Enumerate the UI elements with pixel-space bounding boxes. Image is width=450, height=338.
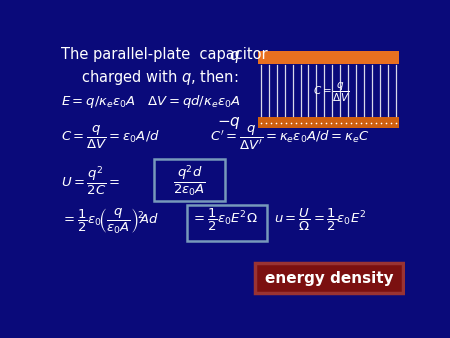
Text: $C' = \dfrac{q}{\Delta V'} = \kappa_e\varepsilon_0 A/d = \kappa_e C$: $C' = \dfrac{q}{\Delta V'} = \kappa_e\va… bbox=[210, 124, 369, 152]
Text: $C = \dfrac{q}{\Delta V} = \varepsilon_0 A/d$: $C = \dfrac{q}{\Delta V} = \varepsilon_0… bbox=[62, 124, 161, 151]
Text: $E = q/\kappa_e\varepsilon_0 A\quad \Delta V = qd/\kappa_e\varepsilon_0 A$: $E = q/\kappa_e\varepsilon_0 A\quad \Del… bbox=[62, 93, 241, 110]
Bar bbox=[258, 117, 399, 128]
Text: $C = \dfrac{q}{\Delta V}$: $C = \dfrac{q}{\Delta V}$ bbox=[313, 81, 350, 104]
Text: $u = \dfrac{U}{\Omega} = \dfrac{1}{2}\varepsilon_0 E^2$: $u = \dfrac{U}{\Omega} = \dfrac{1}{2}\va… bbox=[274, 207, 367, 233]
Text: $-q$: $-q$ bbox=[216, 115, 240, 130]
FancyBboxPatch shape bbox=[255, 263, 403, 293]
Bar bbox=[258, 64, 399, 117]
Text: $= \dfrac{1}{2}\varepsilon_0\!\left(\dfrac{q}{\varepsilon_0 A}\right)^{\!2}\!\!A: $= \dfrac{1}{2}\varepsilon_0\!\left(\dfr… bbox=[62, 207, 159, 236]
Text: energy density: energy density bbox=[265, 271, 394, 286]
Text: $\dfrac{q^2 d}{2\varepsilon_0 A}$: $\dfrac{q^2 d}{2\varepsilon_0 A}$ bbox=[173, 163, 206, 198]
Text: $U = \dfrac{q^2}{2C} = $: $U = \dfrac{q^2}{2C} = $ bbox=[62, 164, 121, 197]
Text: charged with $\mathit{q}$, then:: charged with $\mathit{q}$, then: bbox=[81, 68, 238, 87]
Text: $q$: $q$ bbox=[230, 49, 240, 66]
Bar bbox=[258, 51, 399, 64]
Text: The parallel-plate  capacitor: The parallel-plate capacitor bbox=[62, 47, 268, 62]
Text: $= \dfrac{1}{2}\varepsilon_0 E^2\Omega$: $= \dfrac{1}{2}\varepsilon_0 E^2\Omega$ bbox=[191, 207, 258, 233]
